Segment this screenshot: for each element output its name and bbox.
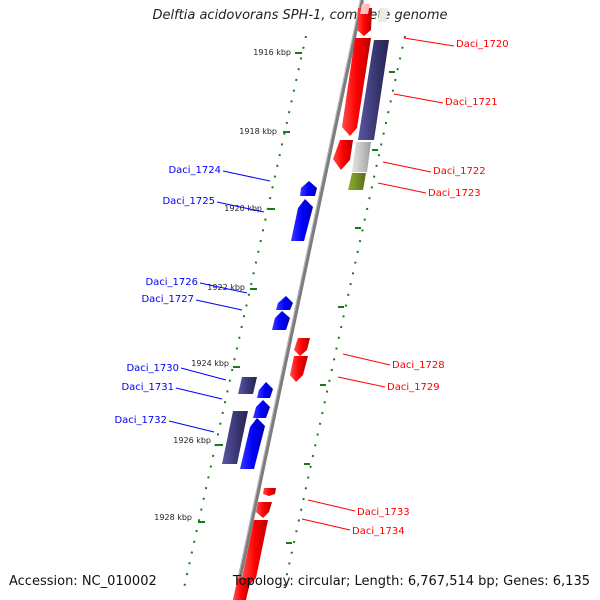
gene-feature [290, 356, 308, 382]
gene-label: Daci_1727 [141, 294, 194, 305]
genome-backbone [233, 0, 364, 600]
gene-feature [358, 40, 389, 140]
gene-feature [242, 520, 268, 586]
gene-feature [300, 181, 317, 196]
gene-feature [240, 418, 265, 469]
gene-feature [342, 38, 371, 136]
gene-label: Daci_1720 [456, 39, 509, 50]
leader-lines-left [168, 170, 271, 433]
ruler-track-left [183, 35, 307, 589]
genome-summary-text: Topology: circular; Length: 6,767,514 bp… [232, 574, 590, 589]
gene-feature [352, 142, 371, 172]
gene-feature [272, 311, 290, 330]
gene-feature [276, 296, 293, 310]
gene-feature [333, 140, 353, 170]
gene-feature [348, 173, 366, 190]
gene-feature [360, 4, 370, 14]
gene-label: Daci_1726 [145, 277, 198, 288]
tick-label-1918: 1918 kbp [239, 127, 277, 136]
gene-label: Daci_1723 [428, 188, 481, 199]
tick-label-1916: 1916 kbp [253, 48, 291, 57]
gene-label: Daci_1725 [162, 196, 215, 207]
tick-label-1928: 1928 kbp [154, 513, 192, 522]
tick-label-1924: 1924 kbp [191, 359, 229, 368]
ruler-tick-marks [198, 52, 302, 523]
gene-label: Daci_1730 [126, 363, 179, 374]
gene-feature [357, 8, 372, 36]
accession-text: Accession: NC_010002 [9, 574, 157, 589]
gene-feature [378, 8, 388, 22]
gene-label: Daci_1729 [387, 382, 440, 393]
gene-feature [253, 400, 270, 418]
map-title: Delftia acidovorans SPH-1, complete geno… [152, 8, 448, 23]
tick-label-1922: 1922 kbp [207, 283, 245, 292]
gene-feature [256, 502, 272, 518]
gene-label: Daci_1722 [433, 166, 486, 177]
gene-feature [291, 199, 313, 241]
gene-label: Daci_1731 [121, 382, 174, 393]
gene-feature [238, 377, 257, 394]
gene-label: Daci_1734 [352, 526, 405, 537]
gene-feature [257, 382, 273, 398]
gene-label: Daci_1724 [168, 165, 221, 176]
left-strand-features [222, 181, 317, 469]
gene-label: Daci_1721 [445, 97, 498, 108]
ruler-minor-ticks [286, 71, 395, 544]
tick-label-1926: 1926 kbp [173, 436, 211, 445]
gene-label: Daci_1728 [392, 360, 445, 371]
gene-label: Daci_1733 [357, 507, 410, 518]
gene-feature [233, 578, 251, 600]
gene-feature [294, 338, 310, 356]
gene-feature [222, 411, 248, 464]
gene-feature [263, 488, 276, 496]
leader-lines-right [301, 37, 455, 531]
tick-label-1920: 1920 kbp [224, 204, 262, 213]
gene-label: Daci_1732 [114, 415, 167, 426]
gene-labels: Daci_1720 Daci_1721 Daci_1722 Daci_1723 … [114, 39, 508, 537]
right-strand-features [233, 4, 389, 600]
